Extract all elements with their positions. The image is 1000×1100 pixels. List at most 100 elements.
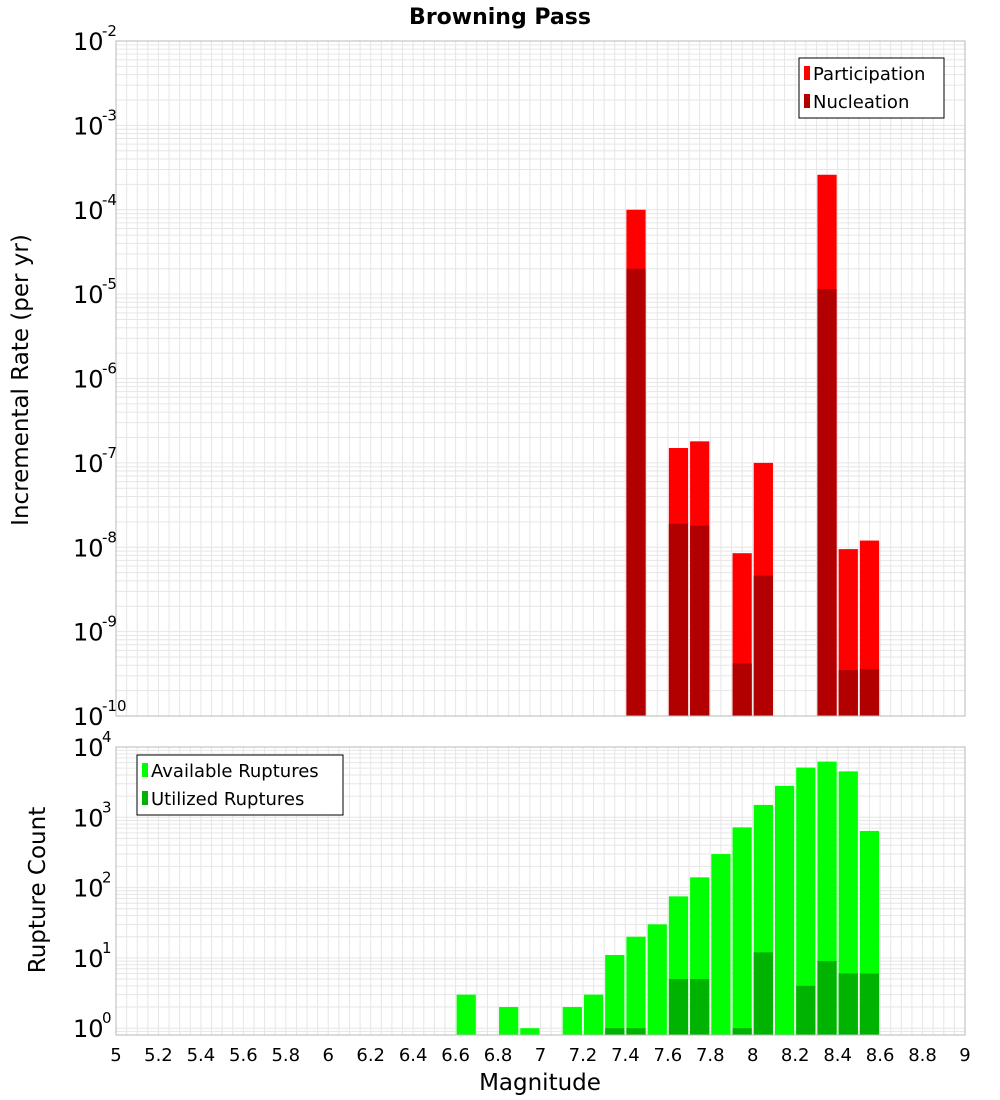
chart-title: Browning Pass — [409, 5, 591, 30]
x-tick-label: 5.8 — [271, 1045, 300, 1066]
bottom-legend-box — [136, 754, 344, 816]
x-axis-label: Magnitude — [479, 1070, 601, 1096]
top-y-axis-label: Incremental Rate (per yr) — [8, 234, 34, 526]
bottom-y-tick-label: 102 — [73, 869, 112, 903]
bottom-bar-utilized-ruptures-1 — [626, 1028, 646, 1035]
svg-text:-5: -5 — [102, 275, 117, 293]
x-tick-label: 8.6 — [866, 1045, 895, 1066]
x-tick-label: 6.8 — [484, 1045, 513, 1066]
bottom-bar-available-ruptures-4 — [583, 994, 604, 1035]
bottom-bar-available-ruptures-2 — [520, 1028, 540, 1035]
x-tick-label: 7.6 — [654, 1045, 683, 1066]
bottom-bar-utilized-ruptures-4 — [732, 1028, 752, 1035]
svg-text:10: 10 — [73, 875, 104, 903]
bottom-legend-swatch-0 — [142, 763, 148, 777]
bottom-bar-available-ruptures-10 — [711, 854, 731, 1035]
bottom-bar-utilized-ruptures-9 — [859, 973, 880, 1035]
svg-text:-2: -2 — [102, 22, 117, 40]
bottom-bar-available-ruptures-5 — [605, 954, 625, 1035]
x-tick-label: 8 — [747, 1045, 758, 1066]
x-tick-label: 6.6 — [441, 1045, 470, 1066]
top-legend-swatch-1 — [804, 94, 810, 108]
bottom-y-tick-label: 100 — [73, 1009, 112, 1043]
x-tick-label: 6 — [323, 1045, 334, 1066]
svg-text:10: 10 — [73, 281, 104, 309]
bottom-bar-available-ruptures-7 — [647, 924, 667, 1035]
bottom-legend: Available Ruptures Utilized Ruptures — [136, 754, 344, 816]
x-tick-label: 9 — [959, 1045, 970, 1066]
top-bar-nucleation-6 — [838, 670, 858, 716]
svg-text:-3: -3 — [102, 106, 117, 124]
svg-text:3: 3 — [102, 798, 112, 816]
x-tick-label: 8.4 — [823, 1045, 852, 1066]
bottom-bar-utilized-ruptures-7 — [817, 961, 837, 1035]
bottom-bar-available-ruptures-0 — [456, 994, 476, 1035]
top-legend-box — [798, 57, 945, 119]
svg-text:4: 4 — [102, 728, 112, 746]
top-y-tick-label: 10-6 — [73, 360, 117, 394]
top-legend-swatch-0 — [804, 66, 810, 80]
bottom-series-0 — [456, 761, 880, 1035]
x-tick-labels: 5 5.2 5.4 5.6 5.8 6 6.2 6.4 6.6 6.8 7 7.2 7.4 7.6 7.8 8… — [110, 1045, 970, 1066]
x-tick-label: 5 — [110, 1045, 121, 1066]
top-grid — [115, 41, 966, 717]
svg-text:-6: -6 — [102, 360, 117, 378]
bottom-bar-available-ruptures-16 — [838, 771, 858, 1035]
top-bar-nucleation-2 — [690, 525, 710, 716]
top-bar-nucleation-3 — [732, 663, 752, 716]
bottom-bar-utilized-ruptures-5 — [753, 952, 773, 1035]
x-tick-label: 8.2 — [781, 1045, 810, 1066]
svg-text:10: 10 — [73, 1015, 104, 1043]
bottom-y-tick-label: 104 — [73, 728, 112, 762]
bottom-bar-utilized-ruptures-3 — [690, 979, 710, 1035]
svg-text:2: 2 — [102, 869, 112, 887]
top-y-tick-label: 10-5 — [73, 275, 117, 309]
x-tick-label: 6.4 — [399, 1045, 428, 1066]
bottom-y-tick-label: 101 — [73, 939, 112, 973]
svg-text:-10: -10 — [102, 697, 127, 715]
svg-text:1: 1 — [102, 939, 112, 957]
bottom-bar-utilized-ruptures-8 — [838, 973, 858, 1035]
x-tick-label: 7.2 — [569, 1045, 598, 1066]
bottom-bar-utilized-ruptures-6 — [796, 985, 816, 1035]
x-tick-label: 7.8 — [696, 1045, 725, 1066]
top-y-tick-label: 10-10 — [73, 697, 127, 731]
bottom-legend-label-1: Utilized Ruptures — [151, 789, 304, 810]
svg-text:10: 10 — [73, 804, 104, 832]
svg-text:-9: -9 — [102, 613, 117, 631]
svg-text:10: 10 — [73, 112, 104, 140]
bottom-bar-available-ruptures-14 — [796, 767, 816, 1035]
svg-text:10: 10 — [73, 703, 104, 731]
x-tick-label: 8.8 — [908, 1045, 937, 1066]
bottom-plot-frame — [115, 746, 966, 1036]
bottom-bar-utilized-ruptures-2 — [668, 979, 689, 1035]
svg-text:10: 10 — [73, 734, 104, 762]
top-y-tick-label: 10-2 — [73, 22, 117, 56]
top-bar-nucleation-4 — [753, 575, 773, 716]
bottom-bar-available-ruptures-1 — [499, 1007, 519, 1035]
svg-text:10: 10 — [73, 28, 104, 56]
svg-text:10: 10 — [73, 534, 104, 562]
top-legend-label-0: Participation — [813, 64, 925, 85]
top-y-tick-label: 10-9 — [73, 613, 117, 647]
x-tick-label: 5.6 — [229, 1045, 258, 1066]
bottom-legend-label-0: Available Ruptures — [151, 761, 319, 782]
svg-text:10: 10 — [73, 945, 104, 973]
svg-text:10: 10 — [73, 366, 104, 394]
bottom-bar-available-ruptures-13 — [774, 785, 795, 1035]
svg-text:10: 10 — [73, 450, 104, 478]
top-series-1 — [626, 268, 880, 716]
bottom-y-tick-label: 103 — [73, 798, 112, 832]
bottom-bar-available-ruptures-11 — [732, 827, 752, 1035]
x-tick-label: 5.4 — [187, 1045, 216, 1066]
x-tick-label: 7 — [535, 1045, 546, 1066]
top-plot-area: 10-1010-910-810-710-610-510-410-310-2Par… — [73, 22, 966, 731]
top-y-tick-label: 10-4 — [73, 191, 117, 225]
top-bar-nucleation-5 — [817, 289, 837, 716]
x-tick-label: 5.2 — [144, 1045, 173, 1066]
top-bar-nucleation-1 — [668, 523, 689, 716]
svg-text:10: 10 — [73, 197, 104, 225]
top-y-tick-label: 10-3 — [73, 106, 117, 140]
